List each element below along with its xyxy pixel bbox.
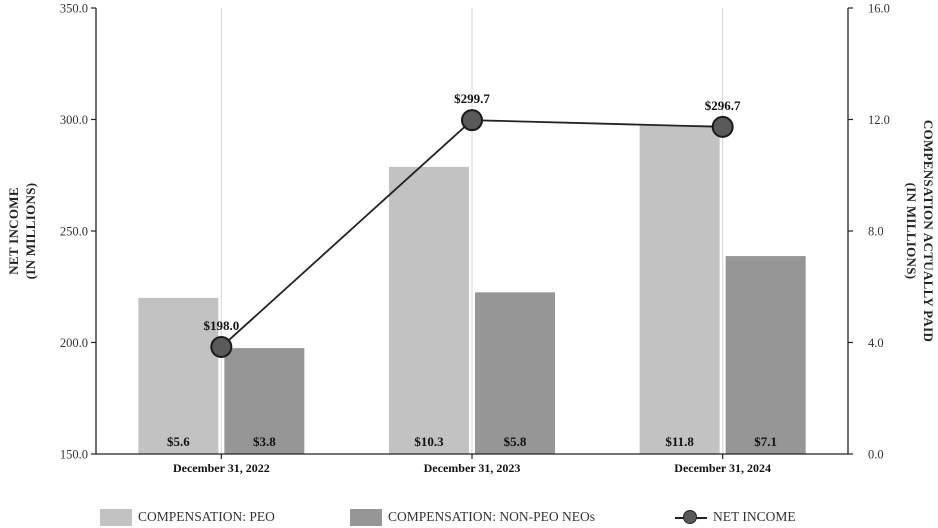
data-labels: $5.6 $3.8 December 31, 2022 $10.3 $5.8 Decemb… <box>167 91 777 475</box>
left-tick-label: 350.0 <box>60 2 88 16</box>
net-income-line <box>210 109 734 358</box>
left-axis-title-line1: NET INCOME <box>6 187 21 275</box>
legend-swatch-non-peo <box>350 508 382 526</box>
x-tick-label: December 31, 2023 <box>424 461 521 475</box>
legend-swatch-peo <box>100 508 132 526</box>
right-axis-title-line1: COMPENSATION ACTUALLY PAID <box>921 120 936 342</box>
bar-label-non-peo: $7.1 <box>754 434 777 449</box>
right-tick-label: 0.0 <box>868 448 884 462</box>
bar-non-peo <box>725 256 806 454</box>
left-tick-label: 300.0 <box>60 113 88 127</box>
left-tick-label: 150.0 <box>60 448 88 462</box>
legend-item-peo: COMPENSATION: PEO <box>100 507 275 527</box>
net-income-label: $198.0 <box>203 318 239 333</box>
right-tick-label: 8.0 <box>868 225 884 239</box>
bar-peo <box>138 297 219 454</box>
legend-swatch-net-income <box>675 509 707 526</box>
bar-peo <box>639 125 720 454</box>
axes: 150.0 200.0 250.0 300.0 350.0 0.0 4.0 8.0 12.0 16… <box>60 2 890 462</box>
right-axis-title-line2: (IN MILLIONS) <box>904 183 919 280</box>
legend-label-non-peo: COMPENSATION: NON-PEO NEOs <box>388 509 596 524</box>
net-income-point <box>210 335 233 358</box>
bar-label-non-peo: $3.8 <box>253 434 276 449</box>
x-tick-label: December 31, 2022 <box>173 461 270 475</box>
bar-label-non-peo: $5.8 <box>504 434 527 449</box>
legend-item-non-peo: COMPENSATION: NON-PEO NEOs <box>350 507 595 527</box>
net-income-point <box>711 115 734 138</box>
left-tick-label: 200.0 <box>60 336 88 350</box>
legend-label-peo: COMPENSATION: PEO <box>138 509 275 524</box>
net-income-point <box>461 109 483 132</box>
right-tick-label: 12.0 <box>868 113 890 127</box>
bar-peo <box>389 166 469 454</box>
bar-non-peo <box>224 348 305 454</box>
x-tick-label: December 31, 2024 <box>674 461 771 475</box>
bar-label-peo: $10.3 <box>414 434 444 449</box>
net-income-label: $299.7 <box>454 91 490 106</box>
bar-non-peo <box>475 292 555 454</box>
right-tick-label: 4.0 <box>868 336 884 350</box>
net-income-label: $296.7 <box>705 98 741 113</box>
legend-label-net-income: NET INCOME <box>713 509 796 524</box>
bar-label-peo: $5.6 <box>167 434 190 449</box>
chart: 150.0 200.0 250.0 300.0 350.0 0.0 4.0 8.0 12.0 16… <box>6 2 936 476</box>
bar-label-peo: $11.8 <box>665 434 694 449</box>
gridlines <box>220 8 724 454</box>
legend-item-net-income: NET INCOME <box>675 507 796 527</box>
bars <box>138 125 806 454</box>
left-tick-label: 250.0 <box>60 225 88 239</box>
right-tick-label: 16.0 <box>868 2 890 16</box>
left-axis-title-line2: (IN MILLIONS) <box>23 183 38 280</box>
